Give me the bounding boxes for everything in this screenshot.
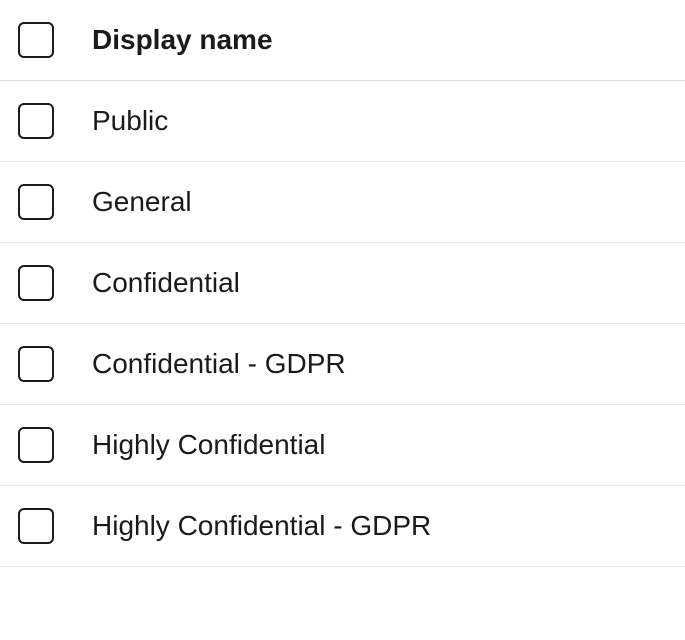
table-row: Public bbox=[0, 81, 685, 162]
row-checkbox[interactable] bbox=[18, 508, 54, 544]
row-checkbox[interactable] bbox=[18, 103, 54, 139]
table-row: Highly Confidential bbox=[0, 405, 685, 486]
row-label[interactable]: Confidential - GDPR bbox=[92, 348, 346, 380]
table-row: General bbox=[0, 162, 685, 243]
row-checkbox[interactable] bbox=[18, 265, 54, 301]
row-label[interactable]: Confidential bbox=[92, 267, 240, 299]
table-row: Confidential - GDPR bbox=[0, 324, 685, 405]
row-checkbox[interactable] bbox=[18, 346, 54, 382]
table-row: Highly Confidential - GDPR bbox=[0, 486, 685, 567]
row-checkbox[interactable] bbox=[18, 427, 54, 463]
select-all-checkbox[interactable] bbox=[18, 22, 54, 58]
row-checkbox[interactable] bbox=[18, 184, 54, 220]
row-label[interactable]: Public bbox=[92, 105, 168, 137]
row-label[interactable]: Highly Confidential bbox=[92, 429, 325, 461]
row-label[interactable]: General bbox=[92, 186, 192, 218]
column-header-display-name[interactable]: Display name bbox=[92, 24, 273, 56]
classification-list: Display name Public General Confidential… bbox=[0, 0, 685, 567]
table-row: Confidential bbox=[0, 243, 685, 324]
table-header-row: Display name bbox=[0, 0, 685, 81]
row-label[interactable]: Highly Confidential - GDPR bbox=[92, 510, 431, 542]
